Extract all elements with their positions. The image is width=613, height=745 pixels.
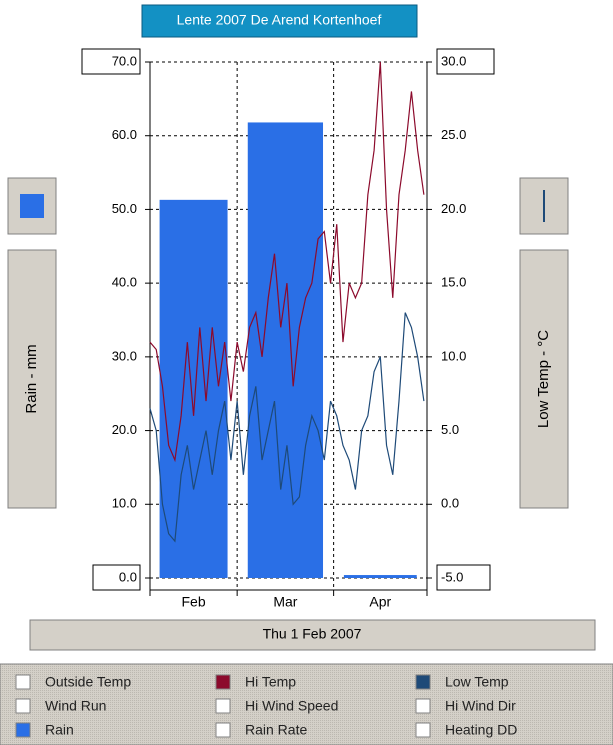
legend-checkbox[interactable] [215,698,231,714]
legend-panel [0,663,613,745]
y-tick-label: 0.0 [119,569,137,584]
legend-label: Hi Wind Dir [445,698,516,714]
y-tick-label: 40.0 [112,275,137,290]
y-tick-label: 20.0 [112,422,137,437]
x-tick-label: Apr [369,594,391,610]
tick-box [436,564,491,591]
y2-tick-label: 30.0 [441,53,466,68]
legend-checkbox[interactable] [415,698,431,714]
y2-tick-label: -5.0 [441,569,463,584]
y-axis-label: Rain - mm [23,344,40,413]
legend-label: Rain [45,722,74,738]
legend-label: Hi Temp [245,674,296,690]
legend-checkbox[interactable] [15,674,31,690]
legend-label: Hi Wind Speed [245,698,338,714]
y-tick-label: 60.0 [112,127,137,142]
title-button[interactable] [141,4,418,38]
y-tick-label: 30.0 [112,348,137,363]
x-tick-label: Feb [182,594,206,610]
legend-checkbox[interactable] [215,722,231,738]
y2-axis-label: Low Temp - °C [535,330,552,428]
tick-box [436,48,495,75]
y-tick-label: 10.0 [112,496,137,511]
y2-tick-label: 25.0 [441,127,466,142]
legend-checkbox[interactable] [415,722,431,738]
y2-tick-label: 0.0 [441,496,459,511]
line [149,312,425,543]
bar [159,199,228,579]
line [149,61,425,463]
swatch [20,194,44,218]
date-bar[interactable] [29,619,596,651]
legend-checkbox[interactable] [15,722,31,738]
bar [247,122,324,579]
y2-tick-label: 10.0 [441,348,466,363]
y2-tick-label: 20.0 [441,201,466,216]
legend-checkbox[interactable] [215,674,231,690]
left-axis-button[interactable] [7,249,57,509]
legend-label: Heating DD [445,722,517,738]
date-label: Thu 1 Feb 2007 [263,626,362,642]
y2-tick-label: 15.0 [441,275,466,290]
legend-label: Low Temp [445,674,509,690]
tick-box [81,48,141,75]
legend-checkbox[interactable] [15,698,31,714]
y-tick-label: 50.0 [112,201,137,216]
tick-box [92,564,141,591]
y-tick-label: 70.0 [112,53,137,68]
y2-tick-label: 5.0 [441,422,459,437]
legend-label: Rain Rate [245,722,307,738]
bar [343,575,417,578]
right-axis-button[interactable] [519,249,569,509]
legend-label: Wind Run [45,698,106,714]
chart-title: Lente 2007 De Arend Kortenhoef [177,12,382,28]
legend-checkbox[interactable] [415,674,431,690]
legend-label: Outside Temp [45,674,131,690]
x-tick-label: Mar [273,594,297,610]
